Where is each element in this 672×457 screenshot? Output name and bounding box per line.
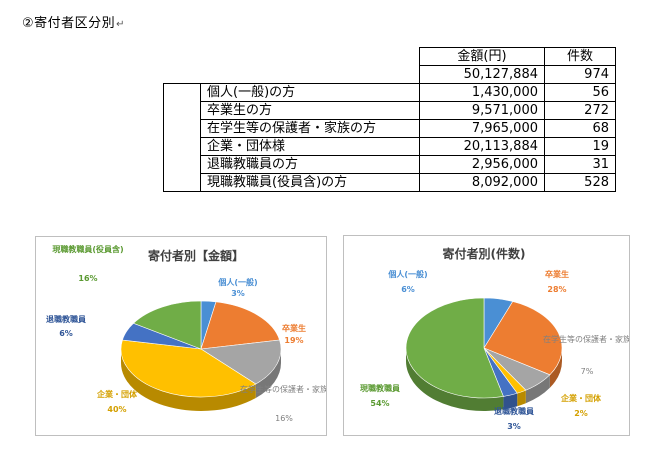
slice-percent: 3% [507, 422, 521, 431]
row-amount: 1,430,000 [419, 83, 545, 102]
row-amount: 9,571,000 [419, 101, 545, 120]
total-count: 974 [544, 65, 616, 84]
row-amount: 20,113,884 [419, 137, 545, 156]
chart-title: 寄付者別(件数) [443, 246, 526, 261]
group-cell [163, 83, 201, 192]
amount-pie-svg: 寄付者別【金額】 個人(一般) 3% 卒業生 19% 在学生等の保護者・家族 1… [46, 244, 326, 423]
table-total-row: 50,127,884 974 [164, 65, 616, 84]
row-count: 31 [544, 155, 616, 174]
chart-title: 寄付者別【金額】 [148, 248, 244, 263]
table-row: 在学生等の保護者・家族の方 7,965,000 68 [164, 119, 616, 138]
slice-label: 退職教職員 [494, 406, 534, 416]
pie-slice [120, 339, 257, 398]
pie-slice [132, 300, 202, 350]
slice-percent: 28% [547, 285, 566, 294]
pie-slice-side [525, 374, 550, 404]
pie-slice-side [517, 390, 526, 407]
row-label: 在学生等の保護者・家族の方 [200, 119, 420, 138]
row-label: 退職教職員の方 [200, 155, 420, 174]
row-label: 企業・団体様 [200, 137, 420, 156]
slice-label: 退職教職員 [46, 314, 86, 324]
section-heading-text: ②寄付者区分別 [22, 16, 116, 31]
return-mark-icon: ↵ [116, 19, 126, 30]
total-amount: 50,127,884 [419, 65, 545, 84]
slice-label: 現職教職員(役員含) [52, 244, 123, 254]
table-row: 個人(一般)の方 1,430,000 56 [163, 83, 616, 192]
section-heading: ②寄付者区分別↵ [22, 12, 125, 31]
donor-table: 金額(円) 件数 50,127,884 974 個人(一般)の方 1,430,0… [163, 47, 616, 192]
slice-label: 在学生等の保護者・家族 [240, 384, 326, 394]
slice-percent: 2% [574, 409, 588, 418]
row-count: 56 [544, 83, 616, 102]
table-header-row: 金額(円) 件数 [164, 47, 616, 66]
slice-label: 企業・団体 [560, 393, 602, 403]
row-count: 528 [544, 173, 616, 192]
slice-label: 現職教職員 [360, 383, 400, 393]
count-pie-svg: 寄付者別(件数) 個人(一般) 6% 卒業生 28% 在学生等の保護者・家族 7… [360, 246, 629, 431]
pie-slice-side [255, 349, 281, 398]
slice-percent: 6% [59, 329, 73, 338]
row-label: 現職教職員(役員含)の方 [200, 173, 420, 192]
slice-percent: 3% [231, 289, 245, 298]
amount-pie-chart: 寄付者別【金額】 個人(一般) 3% 卒業生 19% 在学生等の保護者・家族 1… [35, 236, 327, 436]
slice-label: 個人(一般) [387, 269, 427, 279]
pie-slice [483, 301, 563, 376]
table-row: 企業・団体様 20,113,884 19 [164, 137, 616, 156]
slice-label: 卒業生 [545, 269, 569, 279]
pie-slice-side [503, 393, 518, 410]
row-label: 個人(一般)の方 [200, 83, 420, 102]
table-row: 卒業生の方 9,571,000 272 [164, 101, 616, 120]
pie-slice [200, 339, 282, 385]
pie-slice [405, 297, 504, 399]
slice-percent: 16% [78, 274, 97, 283]
row-count: 272 [544, 101, 616, 120]
slice-percent: 40% [107, 405, 126, 414]
header-count: 件数 [544, 47, 616, 66]
slice-label: 卒業生 [282, 323, 306, 333]
slice-label: 企業・団体 [96, 389, 138, 399]
row-count: 19 [544, 137, 616, 156]
row-label: 卒業生の方 [200, 101, 420, 120]
table-row: 現職教職員(役員含)の方 8,092,000 528 [164, 173, 616, 192]
row-count: 68 [544, 119, 616, 138]
row-amount: 8,092,000 [419, 173, 545, 192]
row-amount: 7,965,000 [419, 119, 545, 138]
pie-slice [200, 301, 280, 350]
count-pie-chart: 寄付者別(件数) 個人(一般) 6% 卒業生 28% 在学生等の保護者・家族 7… [343, 235, 630, 436]
table-row: 退職教職員の方 2,956,000 31 [164, 155, 616, 174]
pie-slice-side [406, 348, 504, 411]
slice-label: 個人(一般) [217, 277, 257, 287]
slice-percent: 7% [581, 367, 594, 376]
header-amount: 金額(円) [419, 47, 545, 66]
slice-percent: 19% [284, 336, 303, 345]
slice-label: 在学生等の保護者・家族 [543, 334, 629, 344]
slice-percent: 6% [401, 285, 415, 294]
slice-percent: 54% [370, 399, 389, 408]
row-amount: 2,956,000 [419, 155, 545, 174]
slice-percent: 16% [275, 414, 293, 423]
